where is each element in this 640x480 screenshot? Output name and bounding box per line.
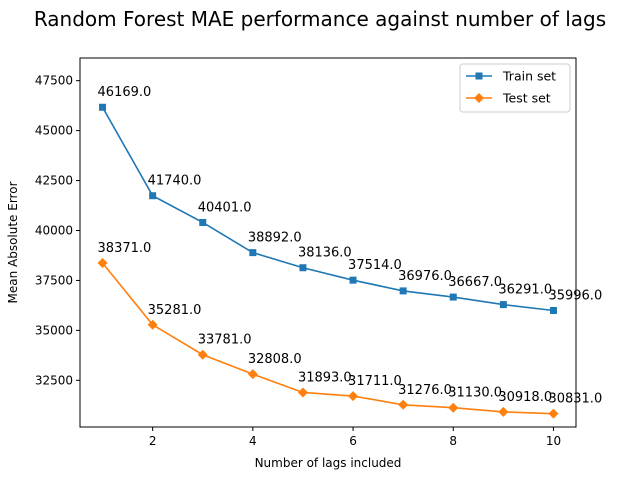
test-set-data-label: 32808.0 [248,352,302,367]
legend: Train set Test set [459,63,571,113]
test-set-data-label: 30831.0 [548,392,602,407]
test-set-data-label: 31893.0 [298,370,352,385]
test-set-point [247,369,258,380]
test-set-data-label: 31711.0 [348,374,402,389]
legend-test-set-marker [474,93,484,103]
train-set-point [549,306,557,314]
x-tick-label: 4 [249,434,257,448]
train-set-line [101,106,554,312]
legend-test-set-label: Test set [502,91,551,106]
x-tick-label: 10 [546,434,561,448]
x-axis-label: Number of lags included [255,456,402,470]
train-set-point [99,103,107,111]
test-set-point [197,349,208,360]
test-set-data-label: 38371.0 [98,241,152,256]
train-set-point [349,276,357,284]
y-tick-label: 45000 [35,124,73,138]
train-set-point [499,301,507,309]
train-set-data-label: 46169.0 [98,85,152,100]
test-set-data-label: 30918.0 [498,390,552,405]
legend-train-set-marker [475,72,483,80]
y-tick-label: 32500 [35,373,73,387]
train-set-data-label: 37514.0 [348,258,402,273]
y-axis-label: Mean Absolute Error [6,181,20,303]
test-set-point [147,319,158,330]
train-set-data-label: 38136.0 [298,246,352,261]
test-set-point [548,408,559,419]
x-axis: 2 4 6 8 10 [149,427,561,448]
train-set-point [199,218,207,226]
train-set-data-label: 36976.0 [398,269,452,284]
test-set-point [297,387,308,398]
train-set-point [449,293,457,301]
y-tick-label: 37500 [35,273,73,287]
chart-title: Random Forest MAE performance against nu… [34,7,606,31]
train-set-point [249,249,257,257]
series-layer [97,103,559,419]
train-set-data-label: 36667.0 [448,275,502,290]
test-set-point [348,391,359,402]
train-set-data-label: 40401.0 [198,200,252,215]
y-tick-label: 40000 [35,223,73,237]
x-tick-label: 8 [449,434,457,448]
train-set-point [149,192,157,200]
train-set-point [299,264,307,272]
test-set-data-label: 31276.0 [398,383,452,398]
test-set-data-label: 31130.0 [448,386,502,401]
y-tick-label: 42500 [35,174,73,188]
train-set-data-label: 38892.0 [248,231,302,246]
plot-area [79,57,577,428]
test-set-data-label: 33781.0 [198,333,252,348]
test-set-point [448,402,459,413]
test-set-point [498,406,509,417]
test-set-line [101,262,554,415]
x-tick-label: 6 [349,434,357,448]
x-tick-label: 2 [149,434,157,448]
y-tick-label: 35000 [35,323,73,337]
test-set-point [97,258,108,269]
y-tick-label: 47500 [35,74,73,88]
test-set-point [398,399,409,410]
test-set-data-label: 35281.0 [148,303,202,318]
train-set-data-label: 36291.0 [498,283,552,298]
train-set-point [399,287,407,295]
data-labels: 46169.0 41740.0 40401.0 38892.038136.037514… [98,85,603,406]
train-set-data-label: 41740.0 [148,174,202,189]
legend-train-set-label: Train set [502,69,556,84]
y-axis: 32500 35000 37500 40000 42500 45000 47500 [35,74,80,387]
train-set-data-label: 35996.0 [548,288,602,303]
